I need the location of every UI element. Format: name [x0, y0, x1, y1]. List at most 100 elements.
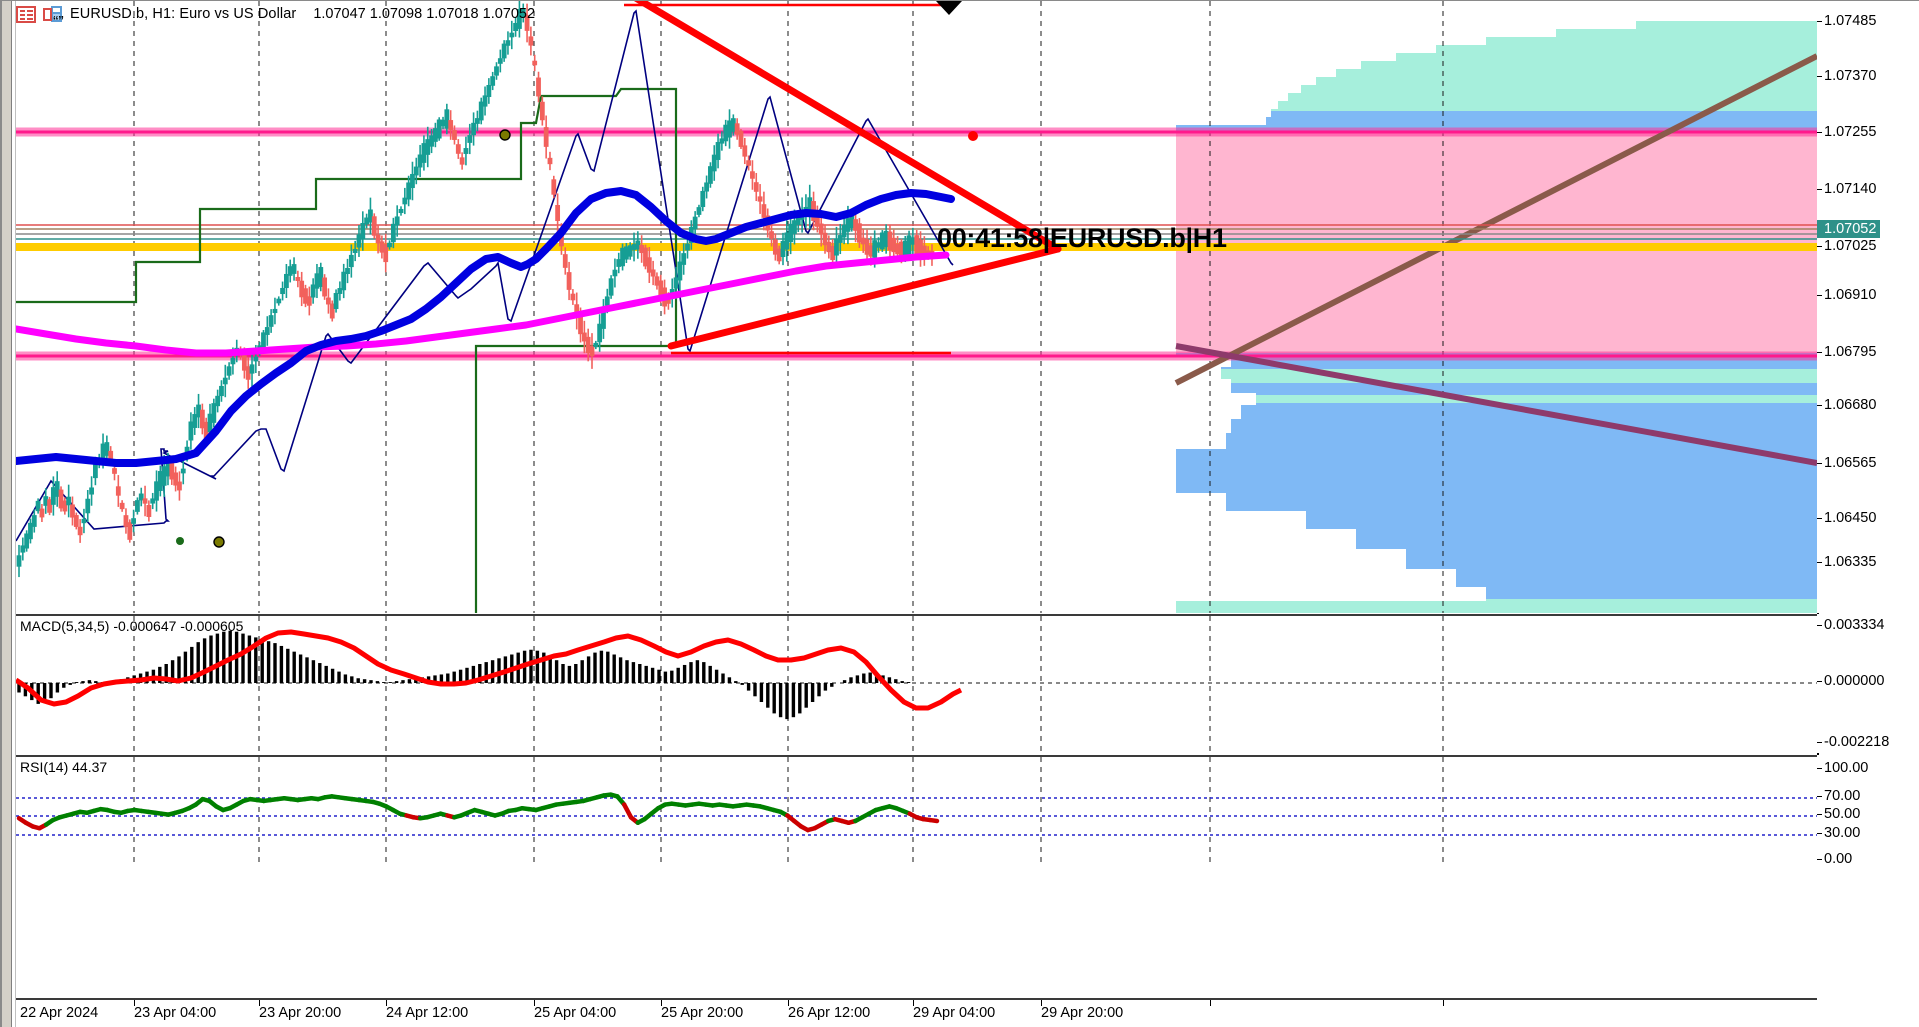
time-axis-label: 23 Apr 20:00	[259, 1005, 342, 1021]
candle-body	[895, 243, 900, 255]
candle-body	[50, 487, 56, 505]
candle-body	[486, 84, 492, 98]
price-axis-tick: 1.06565	[1817, 455, 1876, 471]
candle-body	[199, 409, 205, 429]
candle-body	[219, 385, 224, 397]
candle-body	[704, 182, 709, 192]
candle-body	[28, 522, 33, 540]
candle-body	[66, 496, 72, 506]
candle-body	[841, 224, 847, 238]
candle-body	[753, 182, 759, 192]
candle-body	[100, 443, 106, 459]
candle-body	[268, 315, 274, 327]
candle-body	[681, 253, 687, 265]
rsi-pane[interactable]: RSI(14) 44.37	[16, 755, 1817, 998]
time-axis-tick	[1210, 1000, 1211, 1006]
candle-body	[375, 234, 381, 244]
candle-body	[658, 280, 664, 298]
candle-body	[196, 404, 201, 418]
candle-body	[604, 296, 610, 306]
candle-body	[276, 298, 282, 304]
ascending-trendline	[667, 245, 1062, 350]
candle-body	[520, 8, 526, 18]
candle-body	[112, 468, 117, 474]
data-window-icon[interactable]	[16, 5, 36, 23]
candle-body	[559, 231, 564, 247]
candle-body	[772, 239, 778, 255]
chart-window-icon[interactable]	[43, 5, 63, 23]
macd-signal-line	[16, 629, 963, 711]
candle-body	[532, 60, 538, 66]
time-axis-label: 25 Apr 20:00	[661, 1005, 744, 1021]
candle-body	[677, 261, 683, 281]
candle-body	[261, 332, 266, 350]
candle-body	[119, 502, 125, 510]
candle-body	[455, 144, 461, 154]
candle-body	[906, 235, 912, 255]
time-axis[interactable]: 22 Apr 2024 23 Apr 04:00 23 Apr 20:00 24 Ap…	[16, 998, 1817, 1027]
macd-pane[interactable]: MACD(5,34,5) -0.000647 -0.000605	[16, 614, 1817, 753]
candle-body	[226, 366, 232, 376]
price-pane[interactable]: 00:41:58|EURUSD.b|H1	[16, 1, 1817, 613]
candle-body	[322, 277, 327, 297]
macd-axis-tick: 0.003334	[1817, 617, 1884, 633]
fast-ma-line	[16, 187, 955, 467]
candle-body	[253, 356, 259, 362]
candle-body	[857, 223, 862, 243]
candle-body	[551, 179, 557, 195]
candle-body	[314, 273, 320, 289]
window-left-border	[2, 1, 12, 1027]
descending-trendline	[633, 1, 1062, 253]
candle-body	[417, 154, 423, 168]
triangle-down-marker	[936, 1, 962, 15]
candle-body	[287, 266, 293, 276]
candle-body	[16, 555, 22, 567]
candle-body	[421, 143, 427, 163]
candle-body	[528, 36, 534, 46]
candle-body	[58, 489, 64, 509]
candle-body	[467, 135, 473, 143]
candle-body	[345, 267, 350, 275]
macd-scale[interactable]: 0.003334 0.000000 -0.002218	[1817, 614, 1919, 753]
candle-body	[639, 244, 645, 254]
slow-ma-line	[16, 251, 950, 357]
rsi-title: RSI(14) 44.37	[20, 759, 108, 775]
candle-body	[390, 223, 396, 243]
time-axis-tick	[661, 1000, 662, 1006]
wedge-trendlines	[633, 1, 1062, 350]
candle-body	[501, 43, 507, 59]
candle-body	[696, 207, 702, 215]
candle-body	[757, 196, 763, 202]
candle-body	[478, 101, 484, 121]
candle-body	[570, 293, 576, 301]
price-scale[interactable]: 1.07485 1.07370 1.07255 1.07140 1.07025 1.069…	[1817, 1, 1919, 613]
candle-body	[306, 296, 312, 306]
rsi-axis-tick: 50.00	[1817, 806, 1860, 822]
price-axis-tick: 1.07140	[1817, 181, 1876, 197]
candle-body	[826, 241, 832, 253]
candle-body	[876, 242, 881, 248]
candle-body	[864, 239, 870, 255]
candle-body	[410, 173, 415, 189]
candle-body	[719, 138, 725, 144]
candle-body	[517, 9, 522, 29]
candle-body	[436, 119, 442, 139]
candle-body	[383, 243, 389, 263]
candle-body	[24, 533, 30, 549]
time-axis-corner	[1817, 998, 1919, 1027]
candle-body	[444, 109, 450, 129]
candle-body	[769, 231, 774, 239]
candle-body	[853, 219, 858, 231]
time-axis-tick	[1041, 1000, 1042, 1006]
candle-body	[245, 366, 251, 380]
candle-body	[750, 171, 755, 179]
candle-body	[918, 239, 923, 259]
rsi-scale[interactable]: 100.00 70.00 50.00 30.00 0.00	[1817, 755, 1919, 998]
candle-body	[899, 241, 904, 261]
time-axis-label: 23 Apr 04:00	[134, 1005, 217, 1021]
candle-body	[402, 197, 408, 205]
macd-vertical-gridlines	[133, 616, 1444, 753]
candle-body	[295, 276, 301, 282]
candle-body	[432, 128, 438, 142]
candle-body	[490, 76, 496, 86]
